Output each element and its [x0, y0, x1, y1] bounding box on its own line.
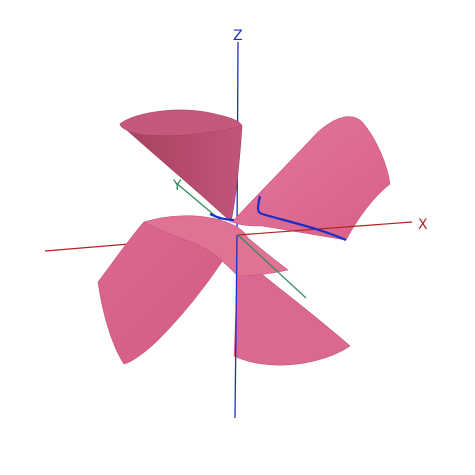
surface-curve-2 [209, 213, 235, 222]
y-axis-front [237, 234, 307, 299]
z-axis-label: Z [233, 28, 243, 44]
y-axis-label: Y [172, 178, 182, 194]
z-axis-bottom [234, 234, 238, 419]
x-axis-right [237, 221, 413, 236]
x-axis-label: X [418, 217, 428, 233]
saddle-center [143, 215, 289, 277]
saddle-wing-upper-right [231, 116, 391, 241]
cone-upper-left-rim [119, 109, 243, 136]
surface-curve-1 [256, 195, 347, 242]
